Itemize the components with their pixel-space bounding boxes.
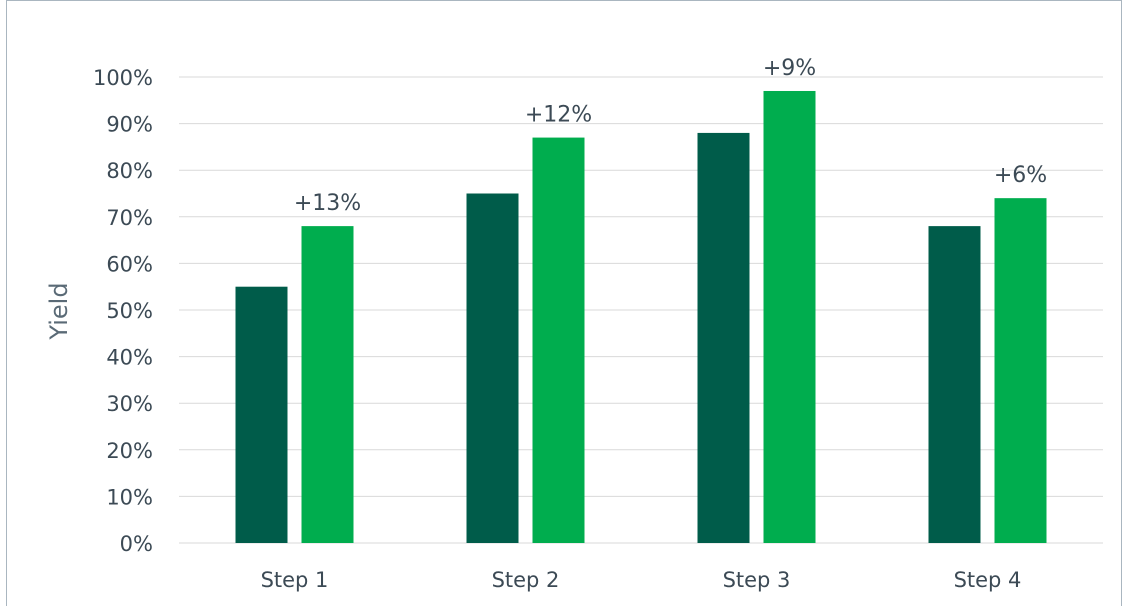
y-tick-label: 70% (106, 206, 153, 230)
chart-frame: 0% 10% 20% 30% 40% 50% 60% 70% 80% 90% 100% +13% +1… (6, 0, 1122, 606)
data-label: +6% (994, 163, 1047, 188)
data-label: +13% (294, 191, 361, 216)
x-axis-ticks: Step 1 Step 2 Step 3 Step 4 (261, 568, 1022, 592)
y-tick-label: 60% (106, 252, 153, 276)
bar-1-4 (928, 226, 981, 543)
bar-1-2 (466, 193, 519, 543)
y-axis-title: Yield (45, 282, 73, 340)
x-tick-label: Step 2 (492, 568, 560, 592)
y-tick-label: 90% (106, 113, 153, 137)
x-tick-label: Step 1 (261, 568, 329, 592)
y-axis-ticks: 0% 10% 20% 30% 40% 50% 60% 70% 80% 90% 100% (93, 66, 153, 556)
bar-chart: 0%10%20%30%40%50%60%70%80%90%100% +13%+1… (45, 56, 1103, 592)
y-tick-label: 80% (106, 159, 153, 183)
bar-1-1 (235, 286, 288, 543)
y-tick-label: 30% (106, 392, 153, 416)
y-tick-label: 10% (106, 485, 153, 509)
bar-1-3 (697, 132, 750, 544)
y-tick-label: 50% (106, 299, 153, 323)
bar-2-3 (763, 90, 816, 543)
bars (235, 90, 1047, 544)
bar-2-2 (532, 137, 585, 543)
bar-2-1 (301, 226, 354, 543)
y-tick-label: 0% (120, 532, 153, 556)
bar-2-4 (994, 198, 1047, 543)
data-label: +12% (525, 103, 592, 128)
y-tick-label: 20% (106, 439, 153, 463)
y-tick-label: 40% (106, 346, 153, 370)
data-labels: +13% +12% +9% +6% (294, 56, 1047, 216)
y-tick-label: 100% (93, 66, 153, 90)
x-tick-label: Step 4 (954, 568, 1022, 592)
data-label: +9% (763, 56, 816, 81)
x-tick-label: Step 3 (723, 568, 791, 592)
